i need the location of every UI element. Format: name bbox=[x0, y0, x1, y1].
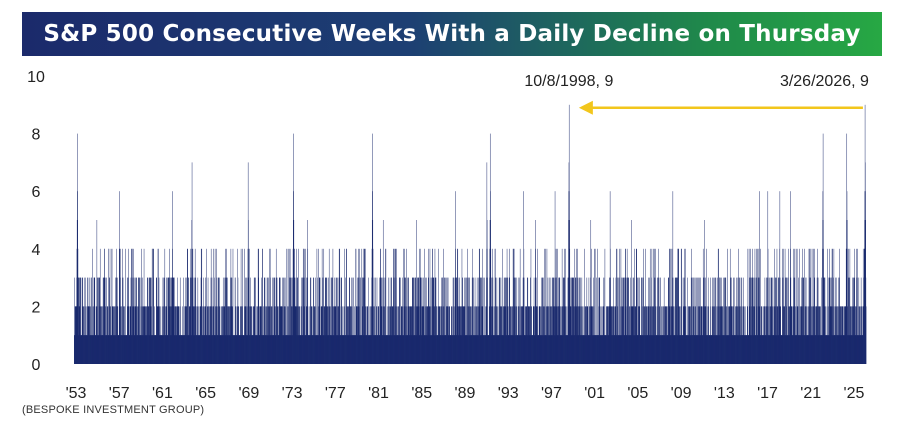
x-tick-label: '97 bbox=[541, 385, 562, 402]
y-axis: 0 2 4 6 8 10 bbox=[27, 69, 45, 374]
x-tick-label: '57 bbox=[109, 385, 130, 402]
x-tick-label: '93 bbox=[498, 385, 519, 402]
y-tick-label: 2 bbox=[32, 299, 41, 316]
x-tick-label: '25 bbox=[844, 385, 865, 402]
chart-title: S&P 500 Consecutive Weeks With a Daily D… bbox=[43, 21, 861, 47]
y-tick-label: 6 bbox=[32, 184, 41, 201]
y-tick-label: 4 bbox=[32, 242, 41, 259]
x-tick-label: '69 bbox=[238, 385, 259, 402]
source-note: (BESPOKE INVESTMENT GROUP) bbox=[22, 404, 205, 416]
title-banner: S&P 500 Consecutive Weeks With a Daily D… bbox=[22, 12, 882, 56]
arrow-head bbox=[578, 100, 593, 115]
x-tick-label: '89 bbox=[455, 385, 476, 402]
x-tick-label: '77 bbox=[325, 385, 346, 402]
x-tick-label: '73 bbox=[282, 385, 303, 402]
x-tick-label: '61 bbox=[152, 385, 173, 402]
x-axis: '53 '57 '61 '65 '69 '73 '77 '81 '85 '89 '93 '97 '01 '… bbox=[66, 385, 865, 402]
y-tick-label: 8 bbox=[32, 127, 41, 144]
x-tick-label: '21 bbox=[800, 385, 821, 402]
x-tick-label: '05 bbox=[627, 385, 648, 402]
y-tick-label: 0 bbox=[32, 357, 41, 374]
bar-series bbox=[74, 104, 867, 365]
x-tick-label: '81 bbox=[368, 385, 389, 402]
y-tick-label: 10 bbox=[27, 69, 45, 86]
x-tick-label: '09 bbox=[671, 385, 692, 402]
x-tick-label: '65 bbox=[195, 385, 216, 402]
x-tick-label: '53 bbox=[66, 385, 87, 402]
x-tick-label: '85 bbox=[411, 385, 432, 402]
x-tick-label: '13 bbox=[714, 385, 735, 402]
annotation-label-1998: 10/8/1998, 9 bbox=[524, 73, 613, 90]
annotation-label-2026: 3/26/2026, 9 bbox=[780, 73, 869, 90]
x-tick-label: '01 bbox=[584, 385, 605, 402]
x-tick-label: '17 bbox=[757, 385, 778, 402]
annotations: 10/8/1998, 9 3/26/2026, 9 bbox=[524, 73, 869, 115]
